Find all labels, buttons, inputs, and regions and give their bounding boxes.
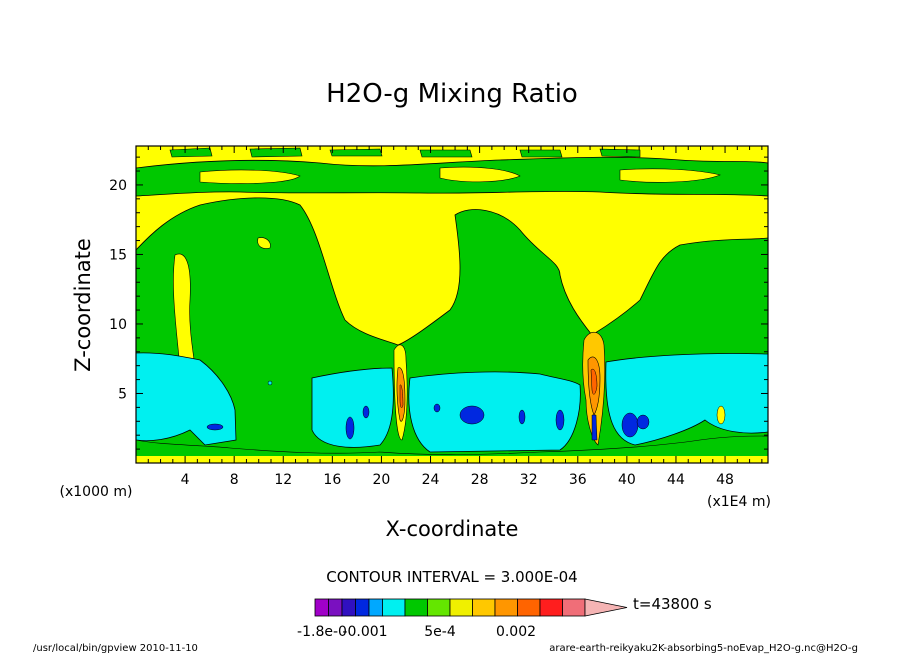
low-cyan-field-3 (408, 371, 581, 453)
footer-left: /usr/local/bin/gpview 2010-11-10 (33, 643, 198, 654)
colorbar-tick-label: 5e-4 (424, 624, 456, 640)
colorbar-tick-label: -1.8e-0 (297, 624, 347, 640)
plot-area (136, 146, 768, 463)
contour-interval: CONTOUR INTERVAL = 3.000E-04 (326, 568, 577, 586)
x-tick-label: 36 (569, 472, 587, 488)
surface-yellow-strip (136, 456, 768, 463)
x-axis: 4 8 12 16 20 24 28 32 36 40 44 48 (147, 146, 763, 488)
x-tick-label: 44 (667, 472, 685, 488)
y-tick-label: 20 (109, 178, 127, 194)
x-unit-label: (x1E4 m) (707, 494, 771, 510)
y-tick-label: 15 (109, 247, 127, 263)
colorbar-cell (539, 598, 563, 617)
x-tick-label: 28 (471, 472, 489, 488)
blue-core (206, 423, 224, 431)
upper-yellow-gap (199, 166, 721, 184)
low-cyan-field-2 (311, 367, 394, 448)
colorbar-cell (562, 598, 586, 617)
blue-core (621, 412, 639, 438)
plot-frame (135, 145, 769, 464)
x-axis-label: X-coordinate (386, 517, 519, 541)
x-tick-label: 12 (274, 472, 292, 488)
y-axis-label: Z-coordinate (71, 238, 95, 372)
blue-core (518, 409, 526, 425)
low-cyan-field (136, 352, 237, 446)
footer-right: arare-earth-reikyaku2K-absorbing5-noEvap… (549, 643, 858, 654)
blue-core (636, 414, 650, 430)
tower-right-dark (591, 414, 598, 441)
blue-core (362, 405, 370, 419)
colorbar-arrow (584, 598, 628, 617)
colorbar-cell (368, 598, 383, 617)
blue-core (459, 405, 485, 425)
yellow-blob (257, 237, 271, 249)
colorbar-cell (382, 598, 406, 617)
colorbar-cell (328, 598, 343, 617)
colorbar-cell (494, 598, 518, 617)
x-tick-label: 48 (716, 472, 734, 488)
colorbar-cell (355, 598, 370, 617)
y-tick-label: 5 (118, 386, 127, 402)
blue-core (345, 416, 355, 440)
colorbar-cell (472, 598, 496, 617)
x-tick-label: 24 (422, 472, 440, 488)
colorbar (314, 598, 628, 617)
x-tick-label: 20 (373, 472, 391, 488)
colorbar-cell (404, 598, 428, 617)
blue-core (433, 403, 441, 413)
colorbar-cell (449, 598, 473, 617)
x-tick-label: 4 (181, 472, 190, 488)
chart-title: H2O-g Mixing Ratio (326, 79, 578, 109)
x-tick-label: 8 (230, 472, 239, 488)
colorbar-cell (341, 598, 356, 617)
colorbar-cell (427, 598, 451, 617)
y-axis: 5 10 15 20 (109, 156, 768, 450)
cyan-blob (267, 380, 273, 386)
y-tick-label: 10 (109, 317, 127, 333)
time-label: t=43800 s (633, 595, 712, 613)
colorbar-tick-label: 0.002 (496, 624, 536, 640)
tower-right-core (590, 368, 598, 395)
blue-core (555, 409, 565, 431)
tower-left-core (399, 384, 404, 408)
x-tick-label: 40 (618, 472, 636, 488)
colorbar-cell (517, 598, 541, 617)
colorbar-labels: -1.8e-0-0.001 5e-4 0.002 (297, 624, 536, 640)
x-tick-label: 32 (520, 472, 538, 488)
colorbar-tick-label: -0.001 (342, 624, 387, 640)
yellow-plume-left (173, 253, 196, 371)
top-green-dashes (169, 147, 641, 158)
x-tick-label: 16 (323, 472, 341, 488)
yellow-blob-right (716, 405, 726, 425)
colorbar-cell (314, 598, 329, 617)
y-unit-label: (x1000 m) (60, 484, 133, 500)
